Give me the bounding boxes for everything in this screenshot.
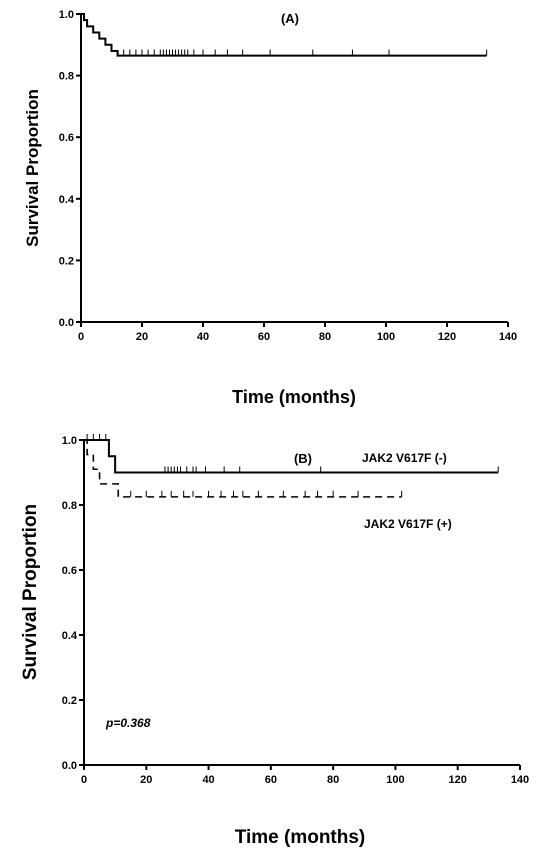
panel-b-y-axis-title: Survival Proportion: [20, 504, 41, 680]
panel-a-y-axis-title: Survival Proportion: [23, 89, 42, 247]
panel-b-y-tick-label: 0.2: [62, 695, 77, 707]
panel-a-y-tick-label: 0.4: [59, 194, 75, 206]
series-label-jak2-negative: JAK2 V617F (-): [362, 451, 447, 465]
panel-a-x-tick-label: 0: [78, 331, 84, 343]
panel-a-x-ticks: 0 20 40 60 80 100 120 140: [78, 322, 517, 343]
panel-a-x-tick-label: 100: [377, 331, 395, 343]
panel-b-y-tick-label: 0.4: [62, 630, 78, 642]
panel-a-series: [81, 13, 488, 57]
p-value-annotation: p=0.368: [105, 716, 151, 730]
panel-a-label: (A): [281, 11, 299, 26]
panel-b-x-ticks: 0 20 40 60 80 100 120 140: [81, 765, 529, 786]
panel-b-y-tick-label: 1.0: [62, 435, 77, 447]
panel-b-y-tick-label: 0.0: [62, 760, 77, 772]
panel-a-y-tick-label: 0.6: [59, 132, 74, 144]
panel-a-x-tick-label: 20: [136, 331, 148, 343]
panel-b-y-tick-label: 0.8: [62, 500, 77, 512]
panel-a-y-tick-label: 0.0: [59, 317, 74, 329]
panel-b-x-tick-label: 80: [327, 774, 339, 786]
panel-b-label: (B): [294, 451, 312, 466]
panel-a-x-tick-label: 60: [258, 331, 270, 343]
series-label-jak2-positive: JAK2 V617F (+): [364, 517, 452, 531]
panel-b-x-axis-title: Time (months): [235, 827, 366, 848]
panel-a: 0.0 0.2 0.4 0.6 0.8 1.0 0 20 40 60 80 100 120 140 (A…: [23, 9, 517, 407]
panel-b-survival-curve-0: [84, 439, 499, 474]
panel-b: 0.0 0.2 0.4 0.6 0.8 1.0 0 20 40 60 80 100 120 140 (B…: [20, 434, 529, 848]
panel-a-y-tick-label: 0.2: [59, 255, 74, 267]
panel-b-y-ticks: 0.0 0.2 0.4 0.6 0.8 1.0: [62, 435, 84, 772]
panel-a-y-tick-label: 1.0: [59, 9, 74, 21]
panel-b-series: [84, 434, 499, 498]
panel-a-y-ticks: 0.0 0.2 0.4 0.6 0.8 1.0: [59, 9, 81, 329]
panel-a-x-tick-label: 80: [319, 331, 331, 343]
panel-b-x-tick-label: 100: [386, 774, 404, 786]
panel-b-x-tick-label: 20: [140, 774, 152, 786]
panel-a-x-tick-label: 40: [197, 331, 209, 343]
panel-a-x-tick-label: 120: [438, 331, 456, 343]
panel-a-x-tick-label: 140: [499, 331, 517, 343]
panel-b-x-tick-label: 40: [202, 774, 214, 786]
panel-b-x-tick-label: 120: [449, 774, 467, 786]
panel-b-x-tick-label: 140: [511, 774, 529, 786]
panel-a-x-axis-title: Time (months): [232, 387, 356, 407]
panel-b-survival-curve-1: [84, 439, 402, 498]
panel-b-x-tick-label: 0: [81, 774, 87, 786]
panel-b-x-tick-label: 60: [265, 774, 277, 786]
panel-a-survival-curve-0: [81, 13, 487, 57]
panel-b-y-tick-label: 0.6: [62, 565, 77, 577]
panel-a-y-tick-label: 0.8: [59, 71, 74, 83]
